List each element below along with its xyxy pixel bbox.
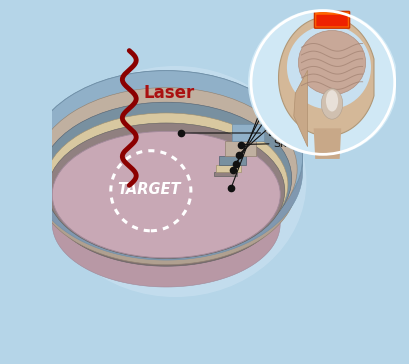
Ellipse shape bbox=[30, 71, 302, 246]
Ellipse shape bbox=[45, 113, 287, 256]
Polygon shape bbox=[30, 158, 302, 260]
Polygon shape bbox=[52, 195, 279, 287]
Bar bbox=[231, 124, 263, 141]
Text: TARGET: TARGET bbox=[117, 182, 181, 197]
Polygon shape bbox=[40, 178, 291, 264]
FancyBboxPatch shape bbox=[314, 11, 349, 28]
Text: Pia Matter: Pia Matter bbox=[273, 91, 329, 101]
Ellipse shape bbox=[45, 113, 287, 256]
Ellipse shape bbox=[325, 90, 337, 111]
Polygon shape bbox=[45, 185, 287, 264]
Bar bbox=[216, 165, 240, 171]
Ellipse shape bbox=[247, 9, 397, 156]
Polygon shape bbox=[313, 128, 340, 159]
Text: YSZ  "Window": YSZ "Window" bbox=[264, 127, 362, 139]
Bar bbox=[213, 171, 236, 176]
Ellipse shape bbox=[52, 131, 279, 258]
Ellipse shape bbox=[35, 88, 297, 251]
Text: Laser: Laser bbox=[143, 84, 194, 102]
Ellipse shape bbox=[52, 131, 279, 258]
Ellipse shape bbox=[52, 131, 279, 258]
Ellipse shape bbox=[298, 31, 365, 95]
Ellipse shape bbox=[286, 25, 370, 109]
Ellipse shape bbox=[40, 102, 291, 255]
Bar bbox=[224, 141, 255, 156]
Ellipse shape bbox=[40, 102, 291, 255]
FancyBboxPatch shape bbox=[315, 15, 347, 26]
Ellipse shape bbox=[30, 71, 302, 246]
Ellipse shape bbox=[47, 123, 284, 258]
Text: Skull: Skull bbox=[273, 139, 299, 149]
Ellipse shape bbox=[45, 66, 306, 297]
Ellipse shape bbox=[47, 123, 284, 258]
Ellipse shape bbox=[35, 88, 297, 251]
Polygon shape bbox=[293, 70, 307, 147]
Text: Brain: Brain bbox=[273, 76, 302, 86]
Polygon shape bbox=[47, 191, 284, 266]
Polygon shape bbox=[278, 17, 373, 136]
Polygon shape bbox=[35, 169, 297, 265]
Text: Dura: Dura bbox=[273, 120, 300, 130]
Bar bbox=[219, 156, 246, 165]
Text: Arachoid: Arachoid bbox=[273, 105, 322, 115]
Ellipse shape bbox=[321, 88, 342, 119]
